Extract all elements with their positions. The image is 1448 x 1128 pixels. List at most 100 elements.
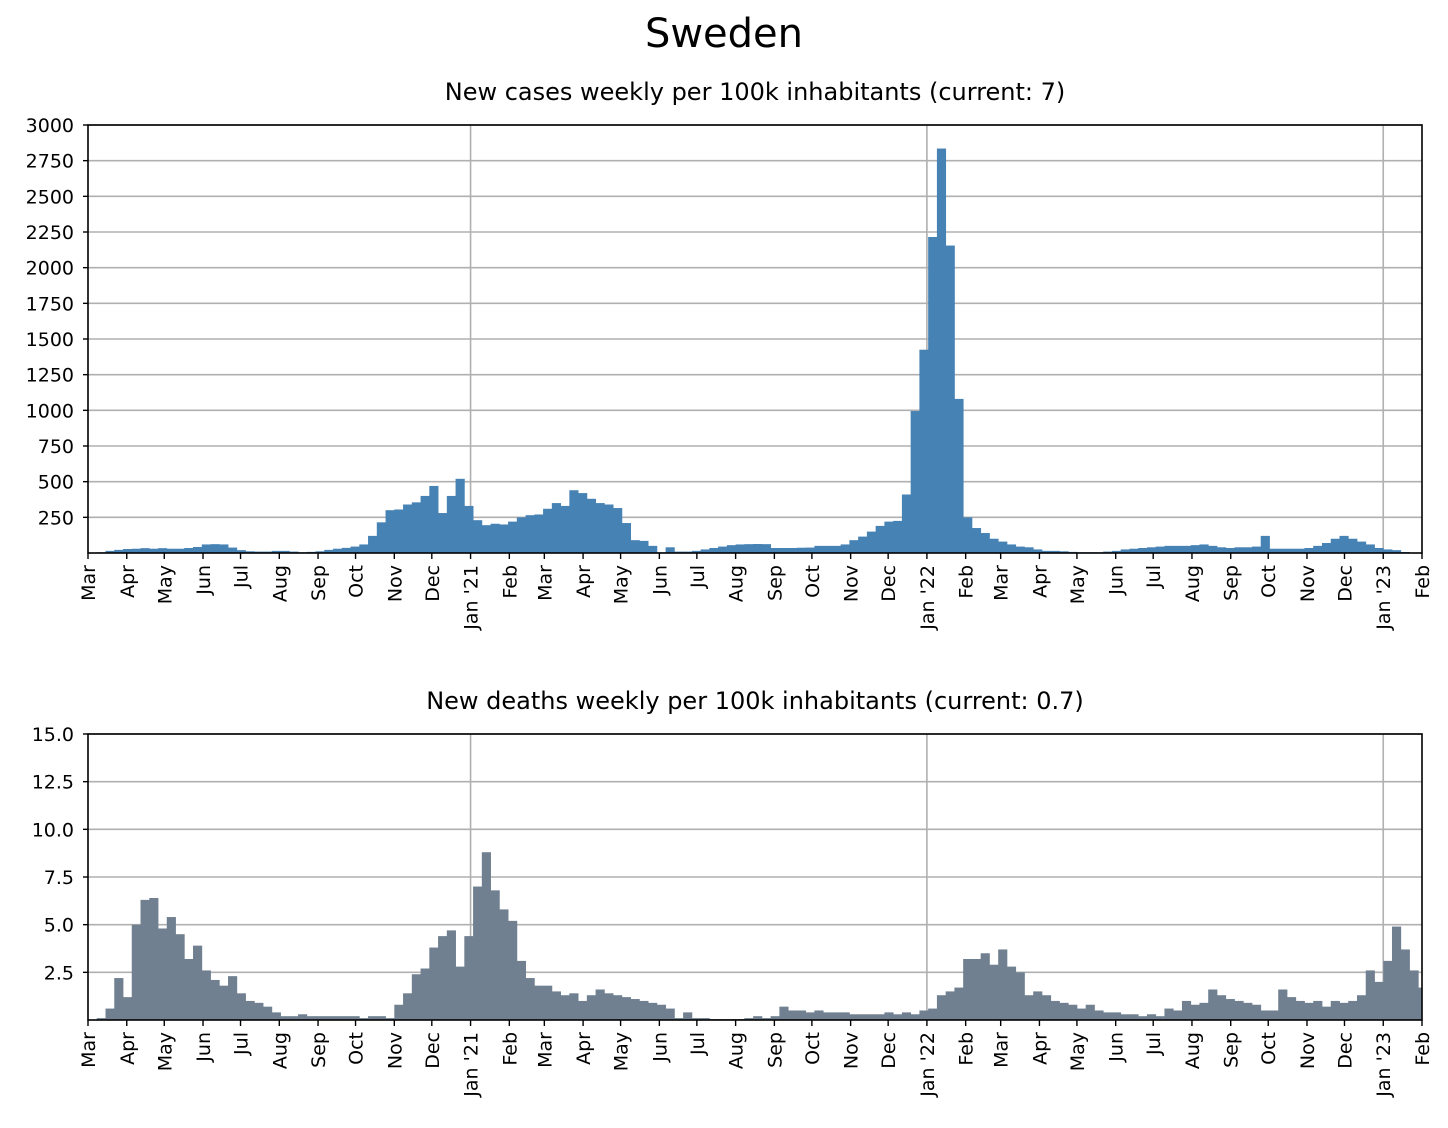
cases-bar bbox=[219, 544, 229, 553]
deaths-bar bbox=[158, 928, 168, 1020]
cases-bar bbox=[595, 503, 605, 553]
cases-bar bbox=[1138, 548, 1148, 553]
deaths-bar bbox=[1418, 987, 1423, 1020]
cases-x-tick-label: Aug bbox=[269, 565, 291, 602]
deaths-x-tick-label: Jul bbox=[1143, 1032, 1165, 1056]
cases-y-tick-label: 1000 bbox=[26, 400, 74, 422]
deaths-bar bbox=[971, 958, 982, 1020]
deaths-bar bbox=[271, 1012, 281, 1020]
cases-bar bbox=[490, 523, 500, 553]
cases-x-tick-label: May bbox=[1067, 565, 1089, 604]
deaths-x-tick-label: Dec bbox=[878, 1032, 900, 1069]
deaths-y-tick-label: 12.5 bbox=[32, 772, 74, 794]
deaths-bar bbox=[1356, 995, 1367, 1020]
deaths-bar bbox=[1059, 1002, 1069, 1020]
cases-bar bbox=[114, 549, 124, 553]
deaths-x-tick-label: Apr bbox=[573, 1032, 595, 1065]
deaths-x-tick-label: Oct bbox=[802, 1032, 824, 1065]
deaths-bars bbox=[96, 852, 1423, 1020]
cases-x-tick-label: Jan '22 bbox=[917, 565, 939, 631]
deaths-x-tick-label: Jan '23 bbox=[1373, 1032, 1395, 1098]
deaths-bar bbox=[910, 1014, 920, 1020]
cases-bar bbox=[1050, 550, 1060, 553]
cases-bar bbox=[928, 236, 938, 553]
cases-bar bbox=[429, 485, 439, 553]
cases-bar bbox=[481, 525, 491, 553]
cases-bar bbox=[665, 547, 675, 553]
deaths-x-tick-label: Oct bbox=[346, 1032, 368, 1065]
deaths-bar bbox=[595, 989, 605, 1020]
cases-bar bbox=[770, 548, 780, 553]
cases-x-tick-label: Oct bbox=[802, 565, 824, 598]
cases-y-tick-label: 2250 bbox=[26, 222, 74, 244]
cases-bar bbox=[516, 517, 526, 553]
cases-bar bbox=[1321, 543, 1332, 553]
deaths-bar bbox=[578, 1000, 588, 1020]
deaths-chart: New deaths weekly per 100k inhabitants (… bbox=[32, 687, 1434, 1098]
cases-x-tick-label: Jul bbox=[231, 565, 253, 589]
cases-bar bbox=[910, 411, 920, 553]
deaths-bar bbox=[954, 987, 964, 1020]
deaths-bar bbox=[1146, 1014, 1157, 1020]
cases-x-tick-label: Aug bbox=[1182, 565, 1204, 602]
deaths-x-tick-label: Jul bbox=[687, 1032, 709, 1056]
deaths-y-tick-label: 7.5 bbox=[44, 867, 74, 889]
cases-bar bbox=[140, 548, 150, 553]
cases-bar bbox=[499, 524, 509, 553]
deaths-bar bbox=[131, 924, 141, 1020]
cases-bar bbox=[1330, 538, 1340, 553]
cases-chart: New cases weekly per 100k inhabitants (c… bbox=[26, 78, 1434, 631]
deaths-bar bbox=[1269, 1010, 1279, 1020]
deaths-x-tick-label: Jul bbox=[231, 1032, 253, 1056]
deaths-bar bbox=[1216, 995, 1227, 1020]
cases-bar bbox=[201, 544, 211, 553]
deaths-bar bbox=[613, 995, 623, 1020]
deaths-bar bbox=[315, 1016, 325, 1020]
deaths-bar bbox=[201, 970, 211, 1020]
deaths-x-tick-label: Sep bbox=[764, 1032, 786, 1068]
cases-bar bbox=[551, 503, 561, 553]
cases-bar bbox=[1251, 546, 1262, 553]
cases-bar bbox=[569, 490, 579, 553]
deaths-bar bbox=[228, 976, 238, 1020]
deaths-bar bbox=[1208, 989, 1218, 1020]
cases-bar bbox=[210, 544, 220, 553]
cases-bar bbox=[1111, 550, 1122, 553]
deaths-x-tick-label: Jun bbox=[193, 1032, 215, 1063]
deaths-bar bbox=[403, 993, 413, 1020]
deaths-bar bbox=[1103, 1012, 1113, 1020]
deaths-bar bbox=[350, 1016, 360, 1020]
cases-chart-title: New cases weekly per 100k inhabitants (c… bbox=[445, 78, 1066, 106]
deaths-bar bbox=[1006, 966, 1017, 1020]
cases-bar bbox=[184, 548, 194, 553]
deaths-bar bbox=[648, 1002, 658, 1020]
deaths-y-tick-label: 5.0 bbox=[44, 915, 74, 937]
cases-bar bbox=[280, 550, 290, 553]
cases-bar bbox=[823, 545, 833, 553]
cases-bar bbox=[1164, 545, 1174, 553]
deaths-bar bbox=[446, 930, 456, 1020]
deaths-bar bbox=[411, 974, 421, 1020]
deaths-bar bbox=[140, 899, 150, 1020]
deaths-x-tick-label: Jan '21 bbox=[461, 1032, 483, 1098]
cases-bar bbox=[1365, 544, 1375, 553]
deaths-bar bbox=[700, 1018, 710, 1020]
deaths-bar bbox=[385, 1018, 395, 1020]
deaths-x-tick-label: May bbox=[154, 1032, 176, 1071]
cases-bar bbox=[1208, 545, 1218, 553]
deaths-bar bbox=[1243, 1002, 1253, 1020]
cases-bar bbox=[525, 515, 535, 553]
cases-bar bbox=[166, 548, 176, 553]
cases-bar bbox=[875, 525, 885, 553]
deaths-bar bbox=[306, 1016, 316, 1020]
cases-bar bbox=[543, 508, 553, 553]
deaths-bar bbox=[438, 936, 448, 1020]
deaths-bar bbox=[1278, 989, 1288, 1020]
cases-bar bbox=[1006, 544, 1017, 553]
deaths-bar bbox=[1251, 1004, 1262, 1020]
cases-bar bbox=[945, 245, 955, 553]
deaths-bar bbox=[1050, 1000, 1060, 1020]
deaths-bar bbox=[1339, 1002, 1349, 1020]
cases-y-tick-label: 750 bbox=[38, 436, 74, 458]
deaths-x-tick-label: Dec bbox=[422, 1032, 444, 1069]
